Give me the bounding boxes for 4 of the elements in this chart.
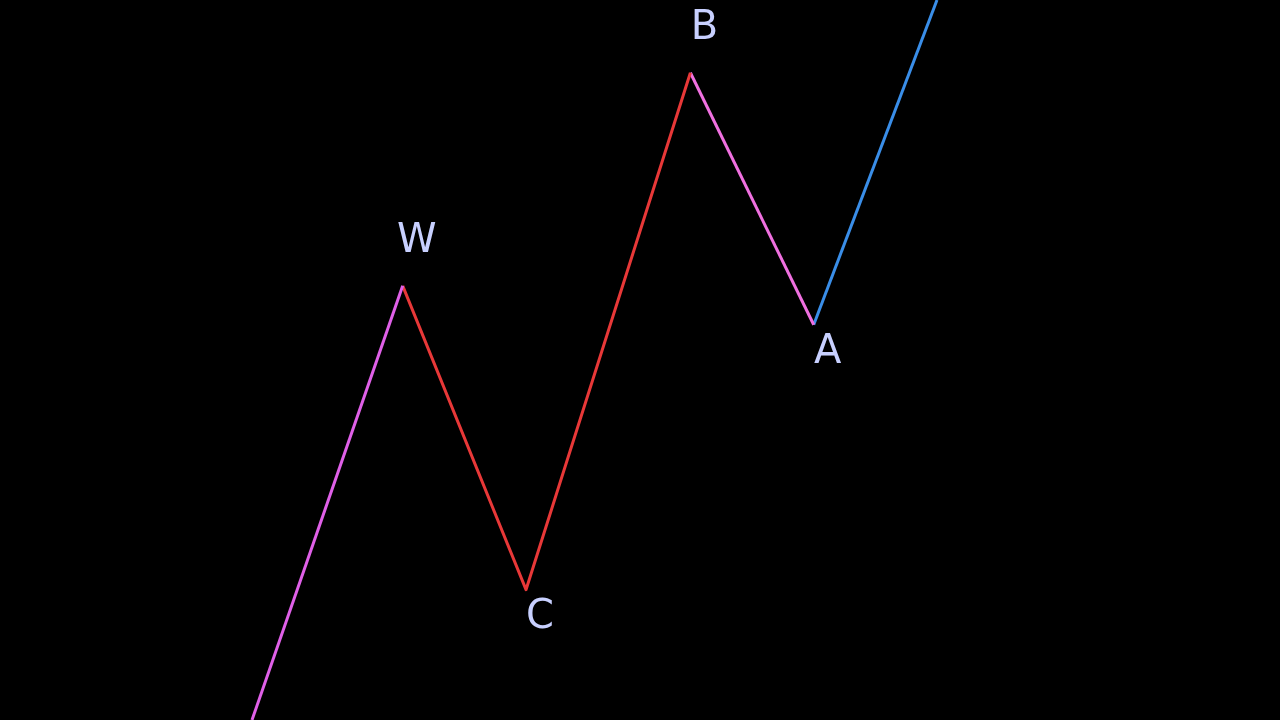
annotation: A — [814, 326, 843, 373]
annotation: W — [396, 215, 437, 262]
annotation: B — [690, 2, 719, 49]
annotation: C — [526, 591, 554, 638]
